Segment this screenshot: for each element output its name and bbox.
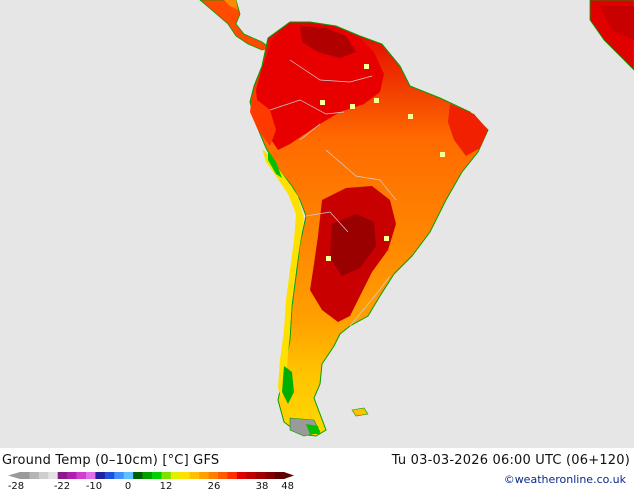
legend-tick-label: 0 bbox=[125, 481, 131, 490]
legend-tick-label: 38 bbox=[256, 481, 269, 490]
legend-swatch bbox=[76, 472, 87, 479]
legend-swatch bbox=[133, 472, 143, 479]
amazon-dark-core bbox=[300, 26, 356, 58]
legend-swatch bbox=[86, 472, 96, 479]
legend-swatch bbox=[57, 472, 68, 479]
legend-swatch bbox=[152, 472, 162, 479]
legend-arrow-low bbox=[8, 472, 20, 479]
legend-swatch bbox=[114, 472, 125, 479]
legend-tick-label: 12 bbox=[160, 481, 173, 490]
africa-hot bbox=[600, 6, 634, 40]
south-tip-green bbox=[306, 424, 320, 434]
map-title: Ground Temp (0–10cm) [°C] GFS bbox=[2, 453, 220, 468]
legend-tick-label: 48 bbox=[281, 481, 294, 490]
falkland-islands bbox=[351, 407, 369, 417]
legend-swatch bbox=[236, 472, 247, 479]
valid-time: Tu 03-03-2026 06:00 UTC (06+120) bbox=[391, 453, 630, 468]
amazon-hot-region bbox=[256, 24, 384, 150]
legend-swatch bbox=[67, 472, 77, 479]
legend-swatch bbox=[274, 472, 285, 479]
legend-arrow-high bbox=[284, 472, 294, 479]
legend-swatch bbox=[208, 472, 219, 479]
legend-swatch bbox=[48, 472, 59, 479]
caribbean-coast bbox=[224, 0, 238, 10]
legend-swatch bbox=[199, 472, 209, 479]
legend-swatch bbox=[255, 472, 266, 479]
legend-swatch bbox=[95, 472, 106, 479]
legend-swatch bbox=[265, 472, 275, 479]
legend-tick-label: -22 bbox=[54, 481, 70, 490]
legend-swatch bbox=[189, 472, 200, 479]
peru-hot bbox=[250, 96, 276, 146]
legend-swatch bbox=[227, 472, 238, 479]
legend-swatch bbox=[142, 472, 153, 479]
andes-green bbox=[268, 150, 282, 178]
legend-tick-label: 26 bbox=[208, 481, 221, 490]
legend-swatch bbox=[38, 472, 49, 479]
legend-swatch bbox=[246, 472, 257, 479]
footer: Ground Temp (0–10cm) [°C] GFS Tu 03-03-2… bbox=[0, 448, 634, 490]
chaco-core bbox=[330, 214, 376, 276]
country-borders bbox=[269, 59, 397, 327]
brazil-ne-hot bbox=[448, 104, 488, 156]
patagonia-green bbox=[282, 366, 294, 404]
legend-swatch bbox=[161, 472, 172, 479]
legend-swatch bbox=[218, 472, 228, 479]
credit-link[interactable]: ©weatheronline.co.uk bbox=[503, 473, 626, 486]
map-canvas bbox=[199, 0, 634, 437]
temperature-map[interactable] bbox=[0, 0, 634, 448]
legend-tick-label: -10 bbox=[86, 481, 102, 490]
lake-marks bbox=[320, 64, 445, 261]
color-scale-legend: -28 -22 -10 0 12 26 38 48 bbox=[8, 472, 294, 490]
andes-cool bbox=[262, 148, 304, 400]
legend-swatch bbox=[180, 472, 191, 479]
legend-swatch bbox=[170, 472, 181, 479]
legend-swatch bbox=[20, 472, 30, 479]
legend-swatch bbox=[29, 472, 40, 479]
legend-swatch bbox=[123, 472, 134, 479]
legend-swatch bbox=[104, 472, 115, 479]
legend-tick-label: -28 bbox=[8, 481, 24, 490]
